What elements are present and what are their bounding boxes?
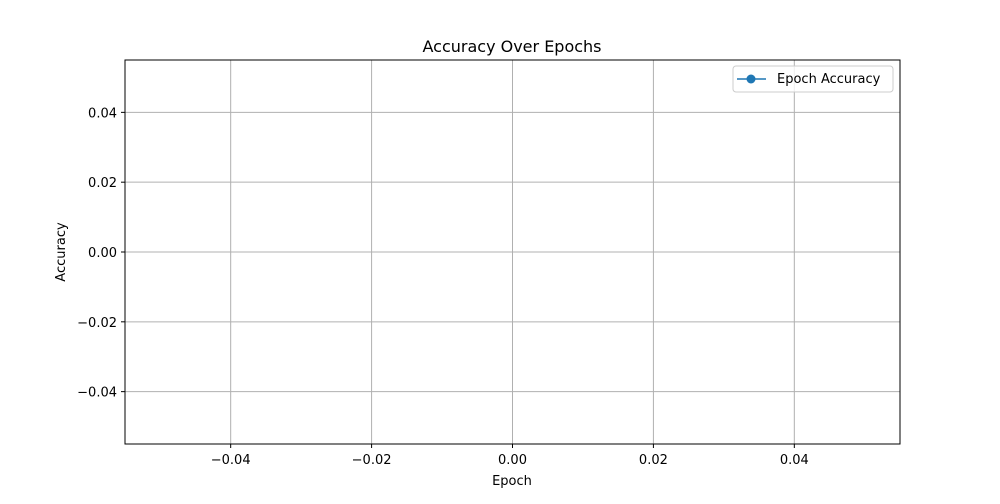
legend: Epoch Accuracy xyxy=(732,65,894,93)
y-tick-label: 0.04 xyxy=(88,106,117,121)
x-tick-label: 0.00 xyxy=(498,453,527,468)
x-tick-label: 0.04 xyxy=(780,453,809,468)
x-tick-label: −0.04 xyxy=(211,453,251,468)
x-tick-label: −0.02 xyxy=(352,453,392,468)
x-tick-label: 0.02 xyxy=(639,453,668,468)
grid-lines xyxy=(125,60,900,444)
y-tick-label: 0.00 xyxy=(88,246,117,261)
legend-label-epoch-accuracy: Epoch Accuracy xyxy=(777,72,881,87)
legend-frame xyxy=(732,65,894,93)
y-tick-label: −0.02 xyxy=(77,316,117,331)
y-tick-label: −0.04 xyxy=(77,386,117,401)
x-axis-ticks: −0.04 −0.02 0.00 0.02 0.04 xyxy=(211,444,809,468)
y-tick-label: 0.02 xyxy=(88,176,117,191)
chart-title: Accuracy Over Epochs xyxy=(422,37,601,56)
y-axis-label: Accuracy xyxy=(54,222,69,282)
x-axis-label: Epoch xyxy=(492,474,532,489)
y-axis-ticks: 0.04 0.02 0.00 −0.02 −0.04 xyxy=(77,106,125,401)
legend-marker-icon xyxy=(746,74,756,84)
